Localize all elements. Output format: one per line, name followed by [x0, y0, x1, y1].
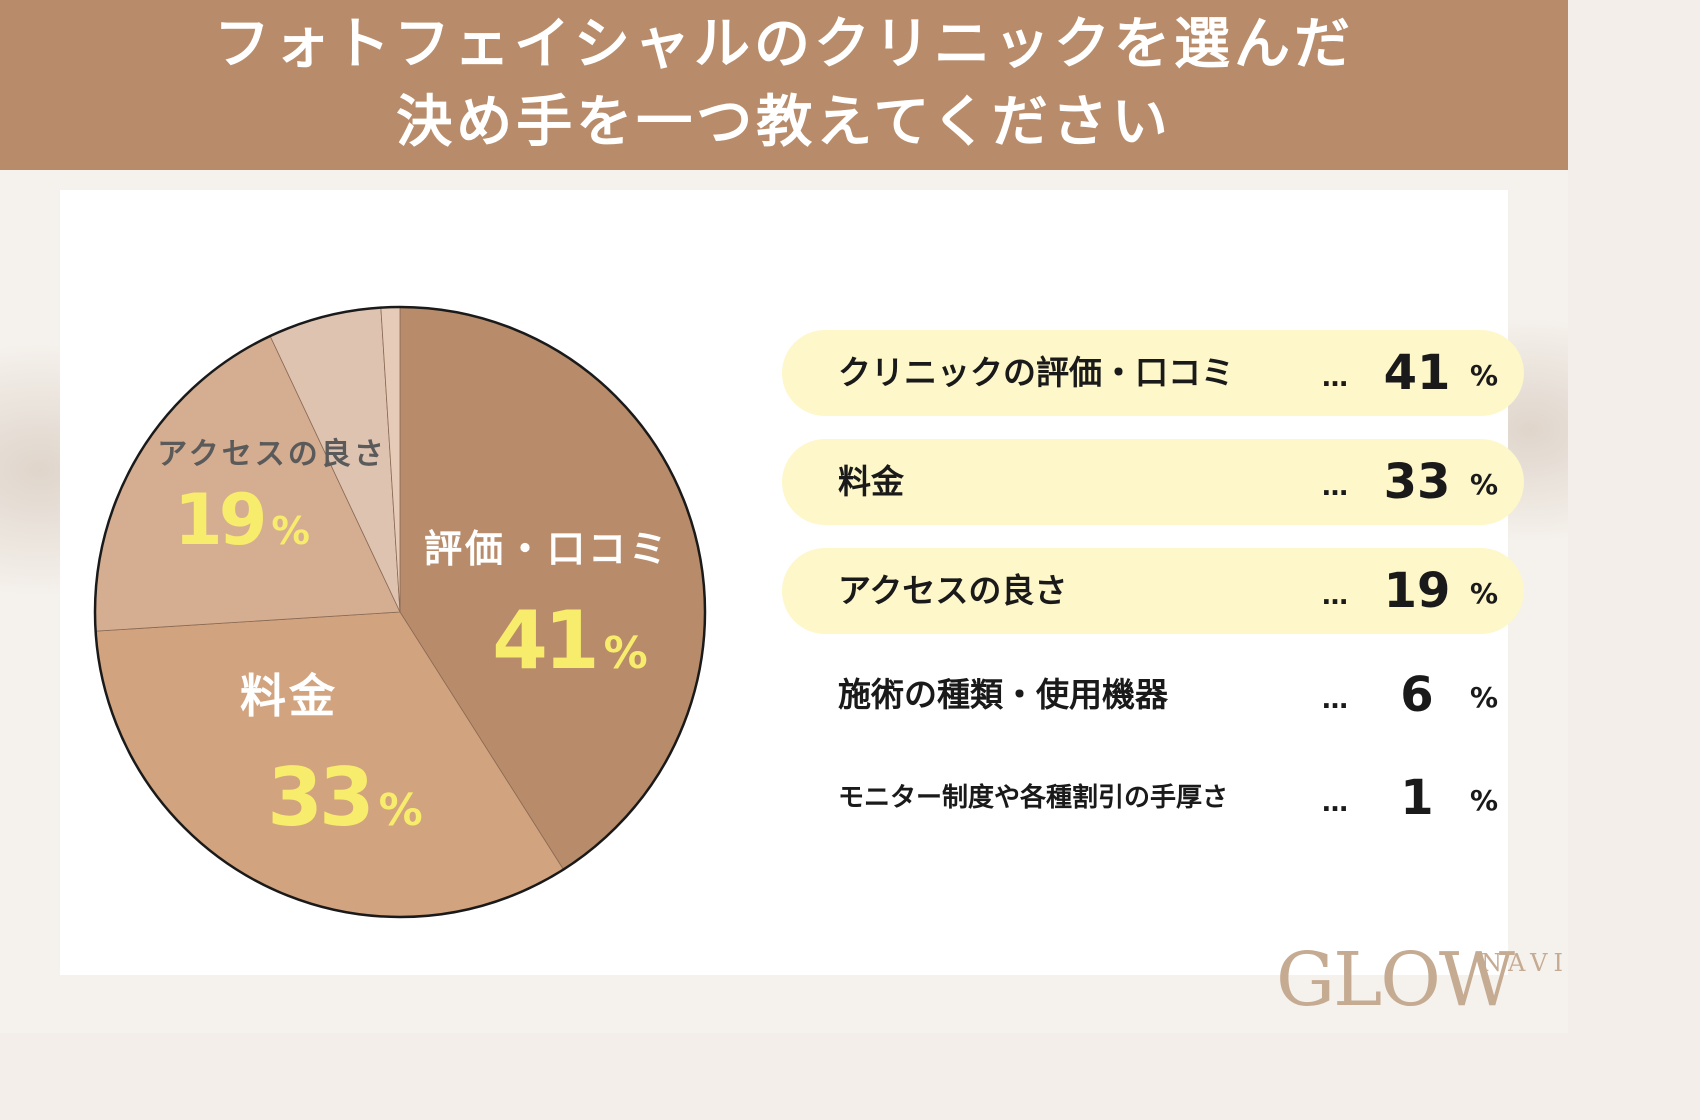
legend-row-2: 料金 … 33% — [782, 439, 1524, 525]
slice-percent-3: 19% — [174, 479, 310, 561]
legend-ellipsis: … — [1322, 581, 1348, 611]
legend-value: 19 — [1383, 563, 1451, 619]
legend-unit: % — [1470, 681, 1499, 714]
legend-unit: % — [1470, 359, 1499, 392]
legend-value: 41 — [1383, 345, 1451, 401]
slice-percent-1: 41% — [492, 594, 647, 687]
legend-label: アクセスの良さ — [838, 571, 1068, 610]
legend-unit: % — [1470, 468, 1499, 501]
slice-label-2: 料金 — [240, 669, 338, 723]
legend-value: 33 — [1383, 454, 1451, 510]
legend-row-5: モニター制度や各種割引の手厚さ … 1% — [782, 755, 1524, 841]
legend-ellipsis: … — [1322, 363, 1348, 393]
slice-label-1: 評価・口コミ — [424, 527, 670, 571]
legend-value: 1 — [1400, 770, 1434, 826]
legend-unit: % — [1470, 577, 1499, 610]
legend-row-3: アクセスの良さ … 19% — [782, 548, 1524, 634]
chart-panel: 評価・口コミ 41% 料金 33% アクセスの良さ 19% クリニックの評価・口コミ … 41… — [60, 190, 1524, 975]
logo-superscript: NAVI — [1481, 949, 1569, 977]
legend-label: 施術の種類・使用機器 — [838, 675, 1168, 714]
pie-outline — [93, 305, 707, 919]
legend-row-4: 施術の種類・使用機器 … 6% — [782, 652, 1524, 738]
brand-logo: GLOW NAVI — [1276, 937, 1563, 1023]
pie-chart: 評価・口コミ 41 % 料金 33 % アクセスの良さ 19% — [93, 305, 707, 919]
legend-label: 料金 — [838, 462, 904, 501]
title-line-1: フォトフェイシャルのクリニックを選んだ — [214, 12, 1354, 77]
legend-value: 6 — [1400, 667, 1434, 723]
page-title: フォトフェイシャルのクリニックを選んだ 決め手を一つ教えてください — [0, 6, 1568, 162]
legend-ellipsis: … — [1322, 685, 1348, 715]
legend-label: クリニックの評価・口コミ — [838, 353, 1234, 392]
slice-label-3: アクセスの良さ — [157, 437, 387, 472]
legend-ellipsis: … — [1322, 788, 1348, 818]
logo-text: GLOW — [1276, 937, 1515, 1023]
legend-unit: % — [1470, 784, 1499, 817]
legend-ellipsis: … — [1322, 472, 1348, 502]
legend-row-1: クリニックの評価・口コミ … 41% — [782, 330, 1524, 416]
title-line-2: 決め手を一つ教えてください — [396, 90, 1172, 155]
title-banner: フォトフェイシャルのクリニックを選んだ 決め手を一つ教えてください — [0, 0, 1568, 170]
slice-percent-2: 33% — [267, 751, 422, 844]
legend-label: モニター制度や各種割引の手厚さ — [838, 783, 1229, 813]
